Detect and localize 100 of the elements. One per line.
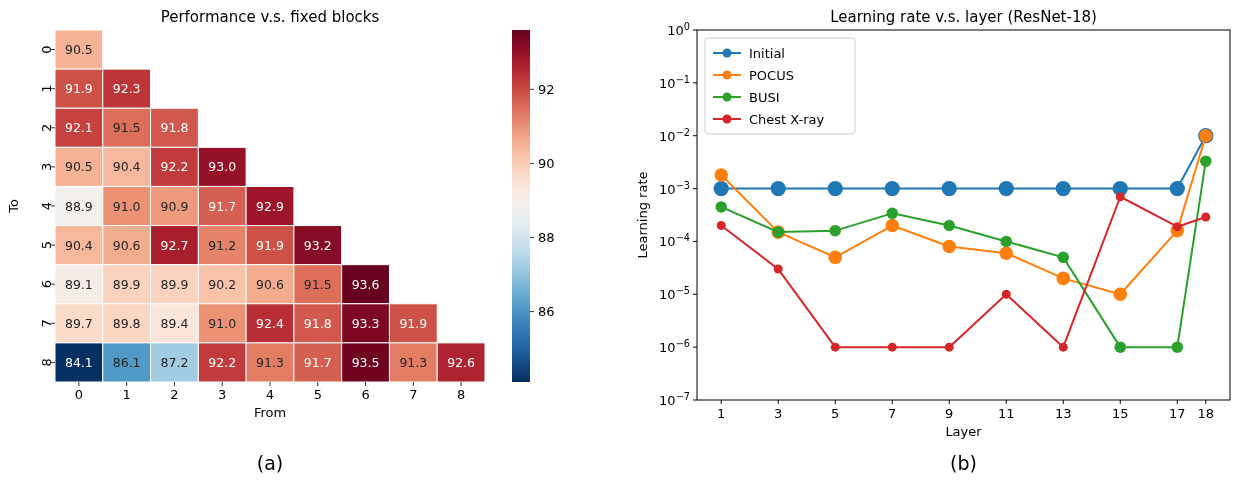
point xyxy=(998,180,1014,197)
data-label: 91.9 xyxy=(399,315,428,331)
point xyxy=(1115,192,1125,202)
data-label: 91.9 xyxy=(64,81,93,97)
point xyxy=(942,239,957,254)
data-label: 91.7 xyxy=(303,354,332,370)
point xyxy=(773,264,783,274)
data-label: 93.0 xyxy=(208,159,237,175)
y-tick-label: 10$^{0}$ xyxy=(667,20,690,38)
point xyxy=(1057,251,1070,264)
color-bar-label: 88 xyxy=(538,229,555,245)
data-label: 88.9 xyxy=(64,198,93,214)
x-tick-label: 17 xyxy=(1169,406,1186,421)
y-tick-label: 10$^{−1}$ xyxy=(659,73,690,91)
x-tick-label: 1 xyxy=(717,406,726,421)
point xyxy=(1201,212,1211,222)
point xyxy=(943,219,955,232)
x-tick-label: 6 xyxy=(361,387,370,402)
data-label: 87.2 xyxy=(160,354,189,370)
point xyxy=(714,168,728,182)
y-tick-label: 5 xyxy=(38,240,54,250)
x-axis-title: Layer xyxy=(945,424,983,439)
x-tick-label: 1 xyxy=(122,387,131,402)
data-label: 89.4 xyxy=(160,315,189,331)
point xyxy=(829,224,841,237)
color-bar-label: 90 xyxy=(538,155,555,171)
data-label: 89.8 xyxy=(112,315,141,331)
legend-label: Chest X-ray xyxy=(749,112,825,127)
x-tick-label: 9 xyxy=(945,406,954,421)
legend-label: BUSI xyxy=(749,90,780,105)
data-label: 89.9 xyxy=(160,276,189,292)
data-label: 89.9 xyxy=(112,276,141,292)
point xyxy=(884,180,900,197)
y-tick-label: 3 xyxy=(38,162,54,172)
x-tick-label: 5 xyxy=(313,387,322,402)
data-label: 90.6 xyxy=(256,276,284,292)
x-tick-label: 7 xyxy=(888,406,897,421)
data-label: 90.5 xyxy=(64,42,93,58)
data-label: 92.9 xyxy=(256,198,284,214)
x-axis-title: From xyxy=(253,405,287,420)
y-tick-label: 7 xyxy=(38,319,54,328)
y-tick-label: 10$^{−5}$ xyxy=(659,284,690,303)
data-label: 93.3 xyxy=(351,315,380,331)
x-tick-label: 11 xyxy=(997,406,1015,421)
data-label: 92.2 xyxy=(208,354,237,370)
x-tick-label: 3 xyxy=(774,406,783,421)
data-label: 86.1 xyxy=(112,354,141,370)
color-bar-label: 92 xyxy=(538,81,555,97)
point xyxy=(887,342,897,352)
y-tick-label: 0 xyxy=(38,45,54,54)
data-label: 91.8 xyxy=(303,315,332,331)
point xyxy=(999,246,1014,260)
point xyxy=(1056,271,1071,286)
point xyxy=(828,250,843,265)
data-label: 84.1 xyxy=(64,354,93,370)
y-axis-title: Learning rate xyxy=(635,171,650,259)
x-tick-label: 5 xyxy=(831,406,840,421)
data-label: 91.8 xyxy=(160,120,189,136)
data-label: 91.3 xyxy=(399,354,428,370)
x-tick-label: 15 xyxy=(1111,406,1129,421)
point xyxy=(715,201,727,213)
data-label: 93.6 xyxy=(351,276,380,292)
y-tick-label: 1 xyxy=(38,84,54,93)
point xyxy=(1114,341,1127,353)
y-tick-label: 6 xyxy=(38,280,54,289)
y-tick-label: 10$^{−3}$ xyxy=(659,179,690,197)
data-label: 93.5 xyxy=(351,354,380,370)
point xyxy=(886,207,898,220)
point xyxy=(827,180,843,197)
data-label: 91.3 xyxy=(256,354,284,370)
point xyxy=(1169,180,1185,197)
point xyxy=(713,180,729,197)
legend-label: Initial xyxy=(749,46,785,61)
data-label: 91.2 xyxy=(208,237,237,253)
data-label: 91.5 xyxy=(112,120,141,136)
point xyxy=(885,218,900,233)
y-tick-label: 8 xyxy=(38,358,54,367)
data-label: 90.4 xyxy=(112,159,141,175)
data-label: 89.1 xyxy=(64,276,93,292)
data-label: 91.0 xyxy=(112,198,141,214)
y-axis-title: To xyxy=(6,199,21,214)
data-label: 91.9 xyxy=(256,237,284,253)
color-bar-label: 86 xyxy=(538,304,555,320)
x-tick-label: 13 xyxy=(1054,406,1072,421)
y-tick-label: 10$^{−4}$ xyxy=(659,231,690,250)
data-label: 90.4 xyxy=(64,237,93,253)
data-label: 92.1 xyxy=(64,120,93,136)
point xyxy=(1058,342,1068,352)
y-tick-label: 2 xyxy=(38,123,54,132)
point xyxy=(1200,155,1212,167)
data-label: 93.2 xyxy=(303,237,332,253)
y-tick-label: 10$^{−2}$ xyxy=(659,126,690,144)
point xyxy=(1172,222,1182,232)
y-tick-label: 10$^{−7}$ xyxy=(659,390,690,408)
data-label: 90.5 xyxy=(64,159,93,175)
data-label: 91.0 xyxy=(208,315,237,331)
chart-title: Performance v.s. fixed blocks xyxy=(160,8,380,26)
point xyxy=(1000,235,1013,248)
point xyxy=(1001,289,1011,299)
data-label: 89.7 xyxy=(64,315,93,331)
